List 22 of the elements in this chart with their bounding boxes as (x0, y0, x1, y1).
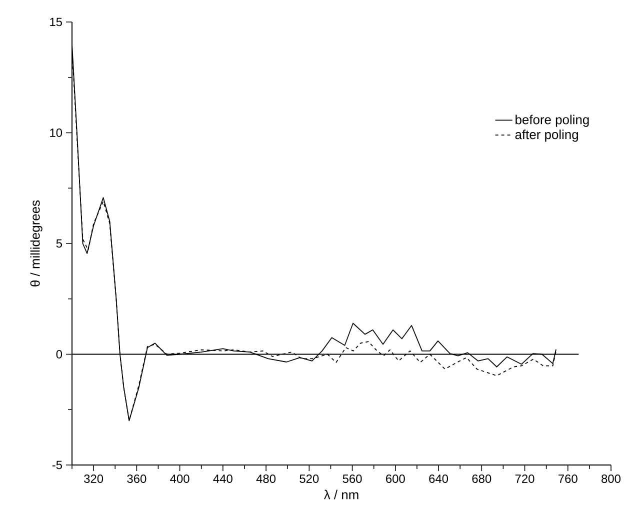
x-tick-label: 360 (127, 474, 146, 483)
x-tick-label: 640 (429, 474, 448, 483)
y-tick-label: 5 (56, 239, 62, 248)
x-tick-label: 800 (602, 474, 621, 483)
y-axis-title: θ / millidegrees (30, 200, 42, 286)
x-tick-label: 400 (170, 474, 190, 483)
x-tick-label: 760 (558, 474, 578, 483)
y-tick-label: 15 (50, 18, 62, 26)
x-tick-label: 600 (386, 474, 405, 483)
y-tick-label: 10 (50, 128, 62, 137)
x-tick-label: 320 (84, 474, 104, 483)
x-tick-label: 480 (256, 474, 276, 483)
x-axis-title: λ / nm (324, 490, 358, 500)
x-tick-label: 720 (515, 474, 534, 483)
x-tick-label: 680 (472, 474, 492, 483)
legend-label: before poling (516, 114, 589, 127)
legend-label: after poling (515, 130, 578, 142)
y-tick-label: -5 (52, 460, 62, 470)
y-tick-label: 0 (56, 350, 62, 358)
x-tick-label: 560 (342, 474, 362, 483)
x-tick-label: 520 (300, 474, 319, 483)
x-tick-label: 440 (213, 474, 232, 483)
